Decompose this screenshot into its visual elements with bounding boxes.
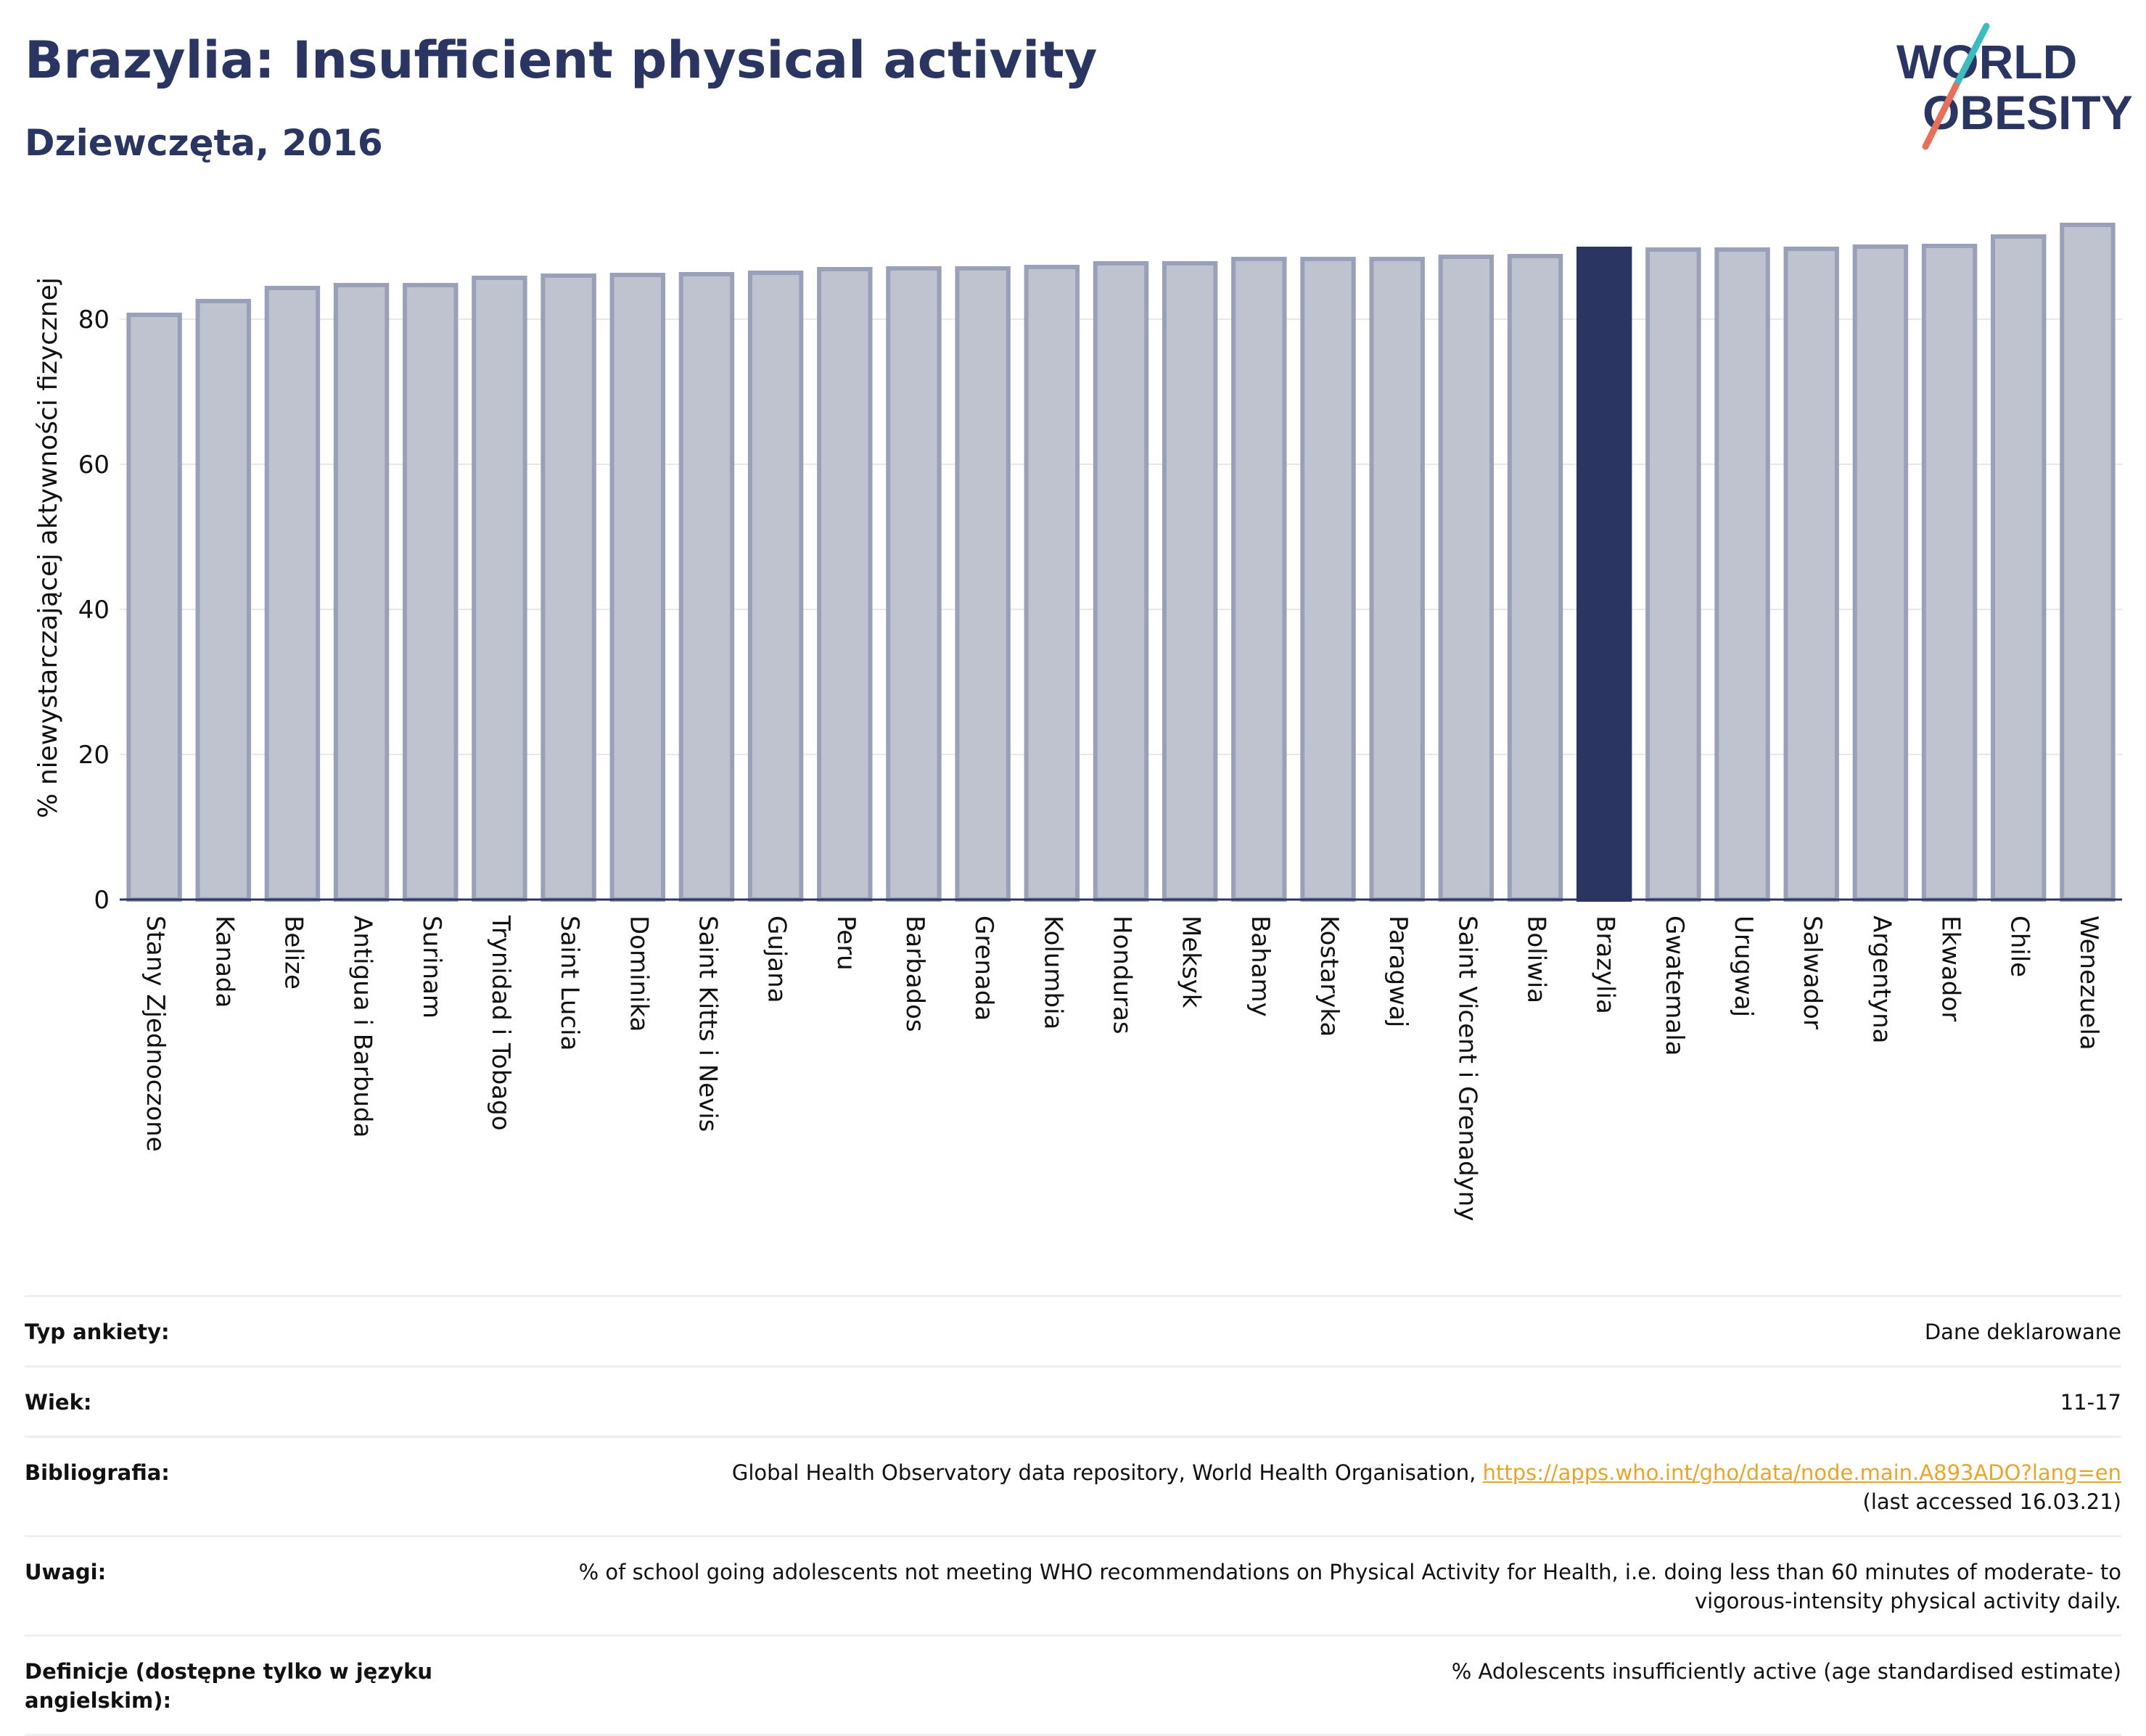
bar-saint-lucia	[540, 273, 596, 902]
x-tick-label: Argentyna	[1867, 916, 1896, 1044]
x-tick-label: Paragwaj	[1384, 916, 1413, 1027]
x-axis-tick-labels: Stany Zjednoczone Kanada Belize Antigua i B…	[141, 915, 2103, 1221]
x-tick-label: Peru	[831, 916, 860, 971]
meta-row-age: Wiek: 11-17	[25, 1365, 2121, 1436]
x-tick-label: Urugwaj	[1729, 916, 1758, 1017]
meta-value: % of school going adolescents not meetin…	[578, 1560, 2121, 1613]
meta-row-bibliography: Bibliografia: Global Health Observatory …	[25, 1436, 2121, 1535]
y-axis-label: % niewystarczającej aktywności fizycznej	[33, 277, 63, 818]
x-tick-label: Stany Zjednoczone	[141, 916, 170, 1152]
x-tick-label: Meksyk	[1177, 916, 1206, 1008]
x-tick-label: Kostaryka	[1315, 916, 1344, 1037]
bar-argentyna	[1852, 244, 1909, 902]
x-tick-label: Belize	[279, 916, 308, 990]
bar-paragwaj	[1369, 257, 1425, 902]
bar-urugwaj	[1714, 247, 1770, 902]
source-link[interactable]: https://apps.who.int/gho/data/node.main.…	[1482, 1460, 2121, 1485]
bar-kostaryka	[1300, 257, 1356, 902]
bar-ekwador	[1921, 244, 1978, 902]
bars	[126, 223, 2116, 902]
bar-gwatemala	[1645, 247, 1701, 902]
meta-value: Dane deklarowane	[1924, 1320, 2121, 1344]
logo-slash-coral	[1922, 82, 1960, 150]
x-tick-label: Surinam	[417, 916, 446, 1019]
bibliography-text: Global Health Observatory data repositor…	[731, 1460, 1476, 1485]
bar-kanada	[195, 299, 251, 902]
bar-grenada	[955, 266, 1011, 902]
y-tick-label: 80	[78, 305, 110, 334]
logo-slash-teal	[1952, 22, 1990, 89]
x-tick-label: Honduras	[1108, 916, 1137, 1034]
x-tick-label: Grenada	[969, 916, 998, 1021]
x-tick-label: Chile	[2005, 916, 2034, 977]
chart-subtitle: Dziewczęta, 2016	[25, 122, 383, 164]
chart-title: Brazylia: Insufficient physical activity	[25, 30, 1098, 90]
x-tick-label: Bahamy	[1246, 916, 1275, 1017]
bar-barbados	[886, 266, 942, 902]
x-tick-label: Gujana	[762, 916, 792, 1003]
meta-row-notes: Uwagi: % of school going adolescents not…	[25, 1535, 2121, 1634]
meta-label: Definicje (dostępne tylko w języku angie…	[25, 1659, 433, 1713]
bar-meksyk	[1162, 261, 1218, 902]
bar-brazylia	[1576, 247, 1632, 902]
x-tick-label: Ekwador	[1936, 916, 1965, 1021]
x-tick-label: Brazylia	[1591, 916, 1620, 1014]
y-tick-label: 0	[94, 886, 110, 915]
x-tick-label: Antigua i Barbuda	[348, 916, 377, 1138]
bar-stany-zjednoczone	[126, 313, 182, 902]
bar-peru	[817, 267, 873, 902]
bar-wenezuela	[2060, 223, 2116, 902]
y-tick-label: 20	[78, 741, 110, 770]
x-tick-label: Saint Lucia	[555, 916, 584, 1050]
y-axis-ticks: 0 20 40 60 80	[78, 305, 110, 915]
x-tick-label: Kolumbia	[1038, 916, 1067, 1029]
x-tick-label: Saint Vicent i Grenadyny	[1452, 916, 1481, 1221]
bar-saint-kitts-i-nevis	[678, 272, 735, 902]
bar-honduras	[1093, 261, 1149, 902]
bar-surinam	[403, 283, 459, 902]
x-tick-label: Barbados	[900, 916, 929, 1032]
x-tick-label: Dominika	[624, 916, 653, 1032]
meta-label: Uwagi:	[25, 1560, 107, 1584]
x-tick-label: Trynidad i Tobago	[486, 915, 515, 1131]
x-tick-label: Kanada	[210, 916, 239, 1008]
bar-antigua-i-barbuda	[333, 283, 390, 902]
bar-saint-vicent-i-grenadyny	[1438, 255, 1495, 902]
bar-chart: 0 20 40 60 80 Stany Zjednoczone Kanada Belize A…	[33, 223, 2122, 1221]
meta-row-definitions: Definicje (dostępne tylko w języku angie…	[25, 1634, 2121, 1736]
logo-line-1: WORLD	[1896, 35, 2077, 89]
bar-belize	[264, 286, 321, 902]
bar-gujana	[747, 271, 804, 902]
meta-row-survey-type: Typ ankiety: Dane deklarowane	[25, 1295, 2121, 1365]
metadata-table: Typ ankiety: Dane deklarowane Wiek: 11-1…	[25, 1295, 2121, 1736]
bar-bahamy	[1231, 257, 1287, 902]
meta-label: Typ ankiety:	[25, 1320, 170, 1344]
x-tick-label: Boliwia	[1522, 916, 1551, 1003]
bar-trynidad-i-tobago	[472, 276, 527, 902]
meta-value: % Adolescents insufficiently active (age…	[1451, 1659, 2121, 1684]
meta-label: Wiek:	[25, 1390, 92, 1415]
logo-line-2: OBESITY	[1923, 86, 2133, 139]
y-tick-label: 60	[78, 451, 110, 480]
x-tick-label: Wenezuela	[2074, 916, 2103, 1050]
x-tick-label: Gwatemala	[1660, 916, 1689, 1056]
bar-boliwia	[1507, 254, 1563, 902]
last-accessed-note: (last accessed 16.03.21)	[1862, 1489, 2121, 1514]
bar-dominika	[609, 273, 666, 902]
meta-label: Bibliografia:	[25, 1460, 170, 1485]
meta-value: 11-17	[2060, 1390, 2121, 1415]
meta-value: Global Health Observatory data repositor…	[732, 1458, 2121, 1516]
world-obesity-logo: WORLD OBESITY	[1896, 22, 2133, 150]
y-tick-label: 40	[78, 596, 110, 625]
x-tick-label: Saint Kitts i Nevis	[693, 916, 722, 1132]
bar-salwador	[1783, 247, 1839, 902]
x-tick-label: Salwador	[1798, 916, 1827, 1029]
bar-chile	[1991, 234, 2047, 902]
bar-kolumbia	[1024, 265, 1080, 902]
